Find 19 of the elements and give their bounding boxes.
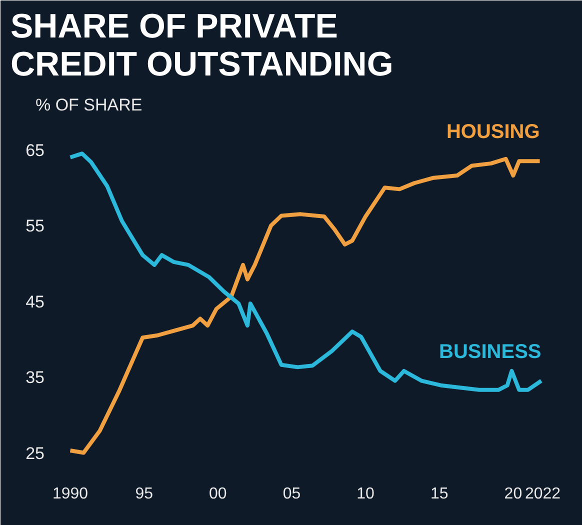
y-tick-label: 55 <box>26 216 45 236</box>
series-label: BUSINESS <box>439 340 542 363</box>
y-tick-label: 25 <box>26 444 45 463</box>
x-tick-label: 2022 <box>524 486 561 502</box>
y-tick-label: 35 <box>26 368 45 388</box>
line-series <box>68 156 542 455</box>
x-tick-label: 1990 <box>52 486 88 502</box>
series-label: HOUSING <box>446 121 540 144</box>
y-axis-title: % OF SHARE <box>36 96 142 114</box>
x-tick-label: 10 <box>356 486 375 502</box>
y-tick-label: 45 <box>26 292 45 312</box>
y-tick-label: 65 <box>26 140 45 160</box>
chart-title: SHARE OF PRIVATE CREDIT OUTSTANDING <box>10 8 394 84</box>
x-tick-label: 15 <box>430 486 448 502</box>
line-series <box>68 152 544 392</box>
x-tick-label: 95 <box>135 486 154 502</box>
x-tick-label: 20 <box>504 486 522 502</box>
x-tick-label: 05 <box>282 486 301 502</box>
x-tick-label: 00 <box>209 486 227 502</box>
